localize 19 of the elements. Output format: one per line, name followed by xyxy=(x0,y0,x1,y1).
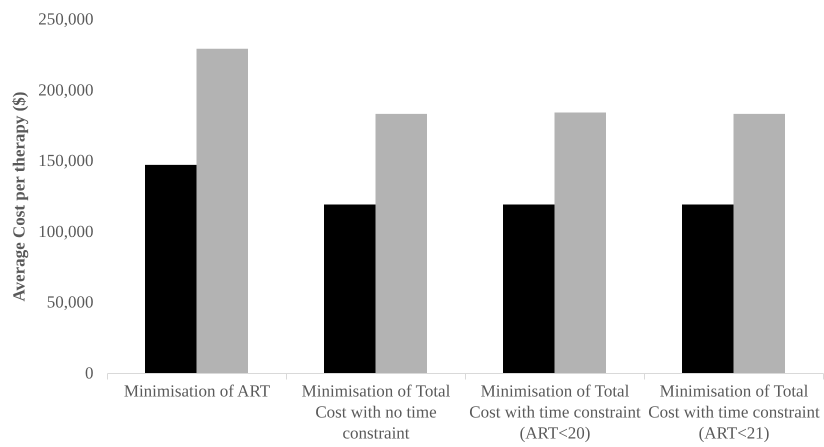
bar xyxy=(196,48,248,373)
y-tick-label: 0 xyxy=(85,364,94,382)
bar xyxy=(554,112,606,373)
bar xyxy=(682,204,734,373)
x-tick-label: Minimisation of ART xyxy=(124,382,271,400)
y-axis-title: Average Cost per therapy ($) xyxy=(9,92,28,302)
x-tick-label: Minimisation of Total Cost with time constraint (ART<20) xyxy=(469,382,641,442)
bar xyxy=(324,204,376,373)
y-tick-label: 100,000 xyxy=(38,222,94,241)
y-tick-label: 150,000 xyxy=(38,151,94,170)
y-tick-label: 50,000 xyxy=(46,292,94,312)
x-tick-label: Minimisation of Total Cost with no time constraint xyxy=(302,382,451,442)
bar xyxy=(145,164,196,373)
bar xyxy=(376,114,427,373)
y-tick-label: 250,000 xyxy=(38,10,94,28)
bar xyxy=(503,204,554,373)
bar xyxy=(734,114,785,373)
y-tick-label: 200,000 xyxy=(38,80,94,100)
x-tick-label: Minimisation of Total Cost with time constraint (ART<21) xyxy=(648,382,820,442)
